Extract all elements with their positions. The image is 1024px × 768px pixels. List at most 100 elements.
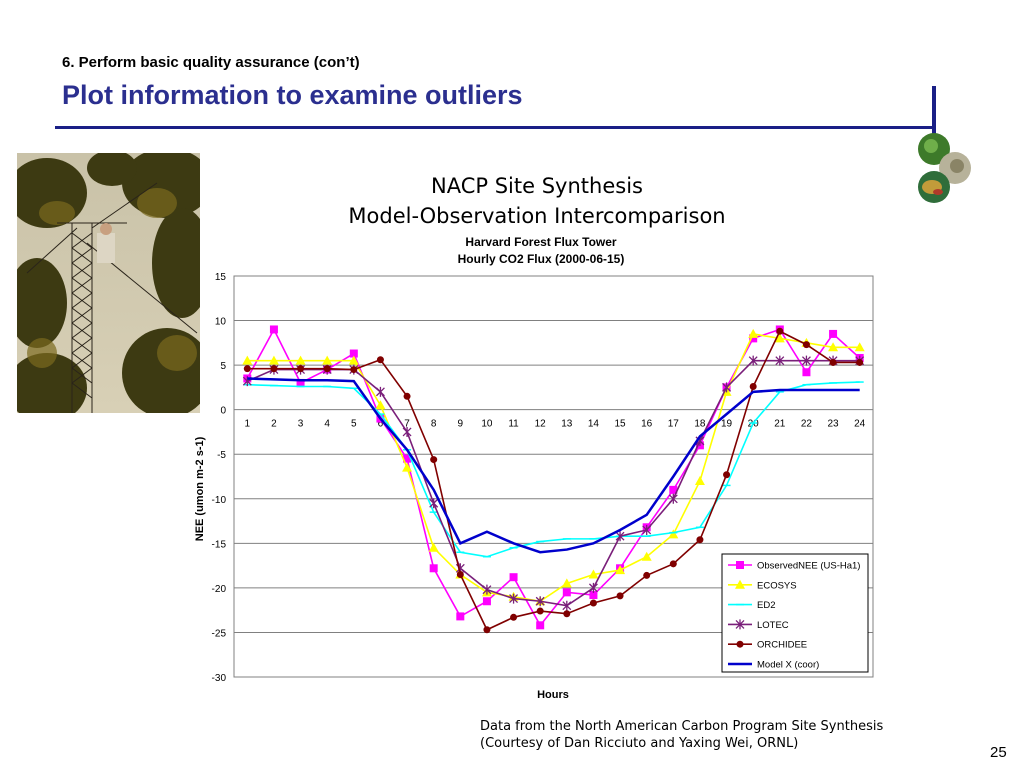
data-point-ecosys bbox=[588, 569, 599, 579]
legend-marker-ecosys bbox=[735, 579, 745, 589]
data-point-lotec bbox=[615, 531, 625, 542]
legend-label-ed2: ED2 bbox=[757, 600, 775, 611]
tower-photo bbox=[17, 153, 200, 413]
x-tick-label: 14 bbox=[588, 419, 600, 430]
legend-marker-observednee-us-ha1 bbox=[736, 561, 744, 569]
footnote-line2: (Courtesy of Dan Ricciuto and Yaxing Wei… bbox=[480, 736, 799, 751]
data-point-orchidee bbox=[376, 356, 384, 364]
data-point-orchidee bbox=[323, 365, 331, 373]
data-point-observednee-us-ha1 bbox=[669, 485, 678, 494]
data-point-orchidee bbox=[643, 571, 651, 579]
x-tick-label: 8 bbox=[431, 419, 437, 430]
data-point-observednee-us-ha1 bbox=[829, 329, 838, 338]
x-tick-label: 24 bbox=[854, 419, 866, 430]
data-point-lotec bbox=[801, 355, 811, 366]
x-tick-label: 19 bbox=[721, 419, 733, 430]
data-point-ecosys bbox=[428, 542, 439, 552]
x-tick-label: 16 bbox=[641, 419, 653, 430]
data-point-orchidee bbox=[510, 613, 518, 621]
data-point-lotec bbox=[509, 593, 519, 604]
data-point-ecosys bbox=[295, 355, 306, 365]
y-tick-label: 15 bbox=[215, 272, 227, 283]
x-tick-label: 17 bbox=[668, 419, 680, 430]
data-point-lotec bbox=[562, 600, 572, 611]
y-tick-label: -20 bbox=[212, 584, 227, 595]
data-point-ecosys bbox=[561, 578, 572, 588]
series-line-observednee-us-ha1 bbox=[246, 327, 861, 627]
data-point-orchidee bbox=[483, 626, 491, 634]
data-point-ecosys bbox=[375, 400, 386, 410]
x-tick-label: 2 bbox=[271, 419, 277, 430]
x-axis-label: Hours bbox=[537, 689, 569, 701]
data-point-orchidee bbox=[723, 471, 731, 479]
data-point-lotec bbox=[535, 596, 545, 607]
data-point-ecosys bbox=[694, 475, 705, 485]
chart-heading-line1: NACP Site Synthesis bbox=[431, 174, 643, 198]
data-point-orchidee bbox=[696, 536, 704, 544]
footnote-line1: Data from the North American Carbon Prog… bbox=[480, 719, 884, 734]
x-tick-label: 10 bbox=[481, 419, 493, 430]
legend-label-lotec: LOTEC bbox=[757, 620, 789, 631]
title-vertical-rule bbox=[932, 86, 936, 134]
data-point-ecosys bbox=[268, 355, 279, 365]
data-point-ecosys bbox=[615, 565, 626, 575]
data-point-orchidee bbox=[430, 456, 438, 464]
data-point-orchidee bbox=[297, 365, 305, 373]
x-tick-label: 23 bbox=[828, 419, 840, 430]
data-point-lotec bbox=[429, 498, 439, 509]
data-point-orchidee bbox=[350, 366, 358, 374]
chart-heading-line2: Model-Observation Intercomparison bbox=[348, 204, 726, 228]
data-point-ecosys bbox=[402, 462, 413, 472]
x-tick-label: 5 bbox=[351, 419, 357, 430]
data-point-observednee-us-ha1 bbox=[456, 612, 465, 621]
data-point-orchidee bbox=[243, 365, 251, 373]
data-point-lotec bbox=[722, 382, 732, 393]
y-tick-label: -15 bbox=[212, 539, 227, 550]
data-point-ecosys bbox=[854, 342, 865, 352]
data-point-lotec bbox=[402, 426, 412, 437]
data-point-observednee-us-ha1 bbox=[349, 349, 358, 358]
x-tick-label: 7 bbox=[404, 419, 410, 430]
slide-title: Plot information to examine outliers bbox=[62, 80, 523, 110]
legend-marker-orchidee bbox=[736, 640, 744, 648]
data-point-ecosys bbox=[774, 333, 785, 343]
data-point-observednee-us-ha1 bbox=[296, 378, 305, 387]
x-tick-label: 3 bbox=[298, 419, 304, 430]
y-tick-label: -25 bbox=[212, 628, 227, 639]
data-point-lotec bbox=[588, 582, 598, 593]
x-tick-label: 12 bbox=[535, 419, 547, 430]
data-point-ecosys bbox=[828, 342, 839, 352]
legend-label-ecosys: ECOSYS bbox=[757, 580, 797, 591]
legend-label-observednee-us-ha1: ObservedNEE (US-Ha1) bbox=[757, 561, 860, 572]
data-point-observednee-us-ha1 bbox=[403, 454, 412, 463]
chart-subtitle: Hourly CO2 Flux (2000-06-15) bbox=[458, 252, 625, 266]
data-point-orchidee bbox=[616, 592, 624, 600]
data-point-ecosys bbox=[748, 328, 759, 338]
x-tick-label: 6 bbox=[378, 419, 384, 430]
x-tick-label: 18 bbox=[694, 419, 706, 430]
data-point-observednee-us-ha1 bbox=[536, 621, 545, 630]
data-point-orchidee bbox=[802, 341, 810, 349]
flux-chart: Harvard Forest Flux Tower Hourly CO2 Flu… bbox=[194, 235, 874, 701]
y-tick-label: 10 bbox=[215, 317, 227, 328]
x-tick-label: 4 bbox=[324, 419, 330, 430]
y-tick-label: -30 bbox=[212, 673, 227, 684]
data-point-lotec bbox=[642, 524, 652, 535]
data-point-lotec bbox=[748, 355, 758, 366]
data-point-orchidee bbox=[589, 599, 597, 607]
y-tick-label: 5 bbox=[220, 361, 226, 372]
y-tick-label: 0 bbox=[220, 406, 226, 417]
legend bbox=[721, 553, 869, 673]
legend-marker-lotec bbox=[735, 619, 745, 630]
x-tick-label: 11 bbox=[508, 419, 519, 430]
data-point-orchidee bbox=[856, 358, 864, 366]
series-line-ecosys bbox=[247, 333, 860, 603]
globe-logo bbox=[912, 132, 978, 208]
data-point-ecosys bbox=[348, 355, 359, 365]
data-point-orchidee bbox=[270, 365, 278, 373]
x-tick-label: 21 bbox=[774, 419, 786, 430]
data-point-ecosys bbox=[668, 529, 679, 539]
legend-label-model-x-coor: Model X (coor) bbox=[757, 660, 819, 671]
data-point-orchidee bbox=[669, 560, 677, 568]
series-line-orchidee bbox=[247, 330, 860, 631]
